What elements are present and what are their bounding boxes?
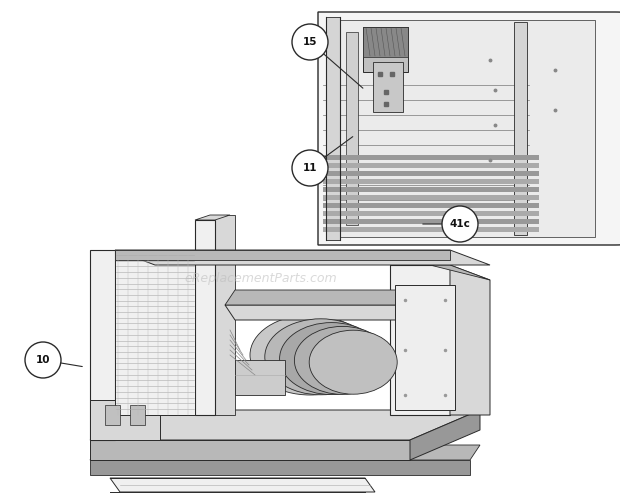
Polygon shape	[513, 22, 526, 235]
Text: 11: 11	[303, 163, 317, 173]
Text: 41c: 41c	[450, 219, 471, 229]
Polygon shape	[323, 211, 539, 216]
Polygon shape	[395, 285, 455, 410]
Polygon shape	[90, 400, 160, 440]
Polygon shape	[115, 250, 450, 260]
Polygon shape	[323, 219, 539, 224]
Polygon shape	[90, 445, 480, 460]
Polygon shape	[225, 290, 415, 305]
Polygon shape	[195, 215, 230, 220]
Polygon shape	[90, 410, 480, 440]
Polygon shape	[323, 203, 539, 208]
Polygon shape	[235, 360, 285, 395]
Circle shape	[292, 150, 328, 186]
Text: 10: 10	[36, 355, 50, 365]
Polygon shape	[130, 405, 145, 425]
Polygon shape	[326, 20, 595, 237]
Polygon shape	[105, 405, 120, 425]
Polygon shape	[115, 255, 195, 415]
Polygon shape	[326, 17, 340, 240]
Polygon shape	[210, 215, 235, 415]
Text: 15: 15	[303, 37, 317, 47]
Polygon shape	[318, 12, 620, 245]
Circle shape	[442, 206, 478, 242]
Text: eReplacementParts.com: eReplacementParts.com	[184, 272, 337, 285]
Polygon shape	[323, 155, 539, 160]
Polygon shape	[195, 220, 215, 415]
Polygon shape	[225, 305, 415, 320]
Ellipse shape	[309, 330, 397, 394]
Polygon shape	[323, 179, 539, 184]
Polygon shape	[346, 32, 358, 225]
Polygon shape	[323, 163, 539, 168]
Polygon shape	[390, 265, 490, 280]
Polygon shape	[450, 265, 490, 415]
Ellipse shape	[280, 322, 384, 394]
Polygon shape	[110, 478, 375, 492]
Polygon shape	[363, 27, 408, 57]
Ellipse shape	[265, 319, 377, 395]
Polygon shape	[90, 250, 115, 440]
Polygon shape	[390, 265, 450, 415]
Circle shape	[292, 24, 328, 60]
Polygon shape	[323, 227, 539, 232]
Ellipse shape	[250, 315, 370, 395]
Polygon shape	[363, 27, 408, 72]
Polygon shape	[90, 460, 470, 475]
Polygon shape	[323, 195, 539, 200]
Polygon shape	[115, 250, 490, 265]
Circle shape	[25, 342, 61, 378]
Polygon shape	[323, 171, 539, 176]
Ellipse shape	[294, 326, 391, 394]
Polygon shape	[410, 410, 480, 460]
Polygon shape	[90, 440, 410, 460]
Polygon shape	[323, 187, 539, 192]
Polygon shape	[373, 62, 403, 112]
